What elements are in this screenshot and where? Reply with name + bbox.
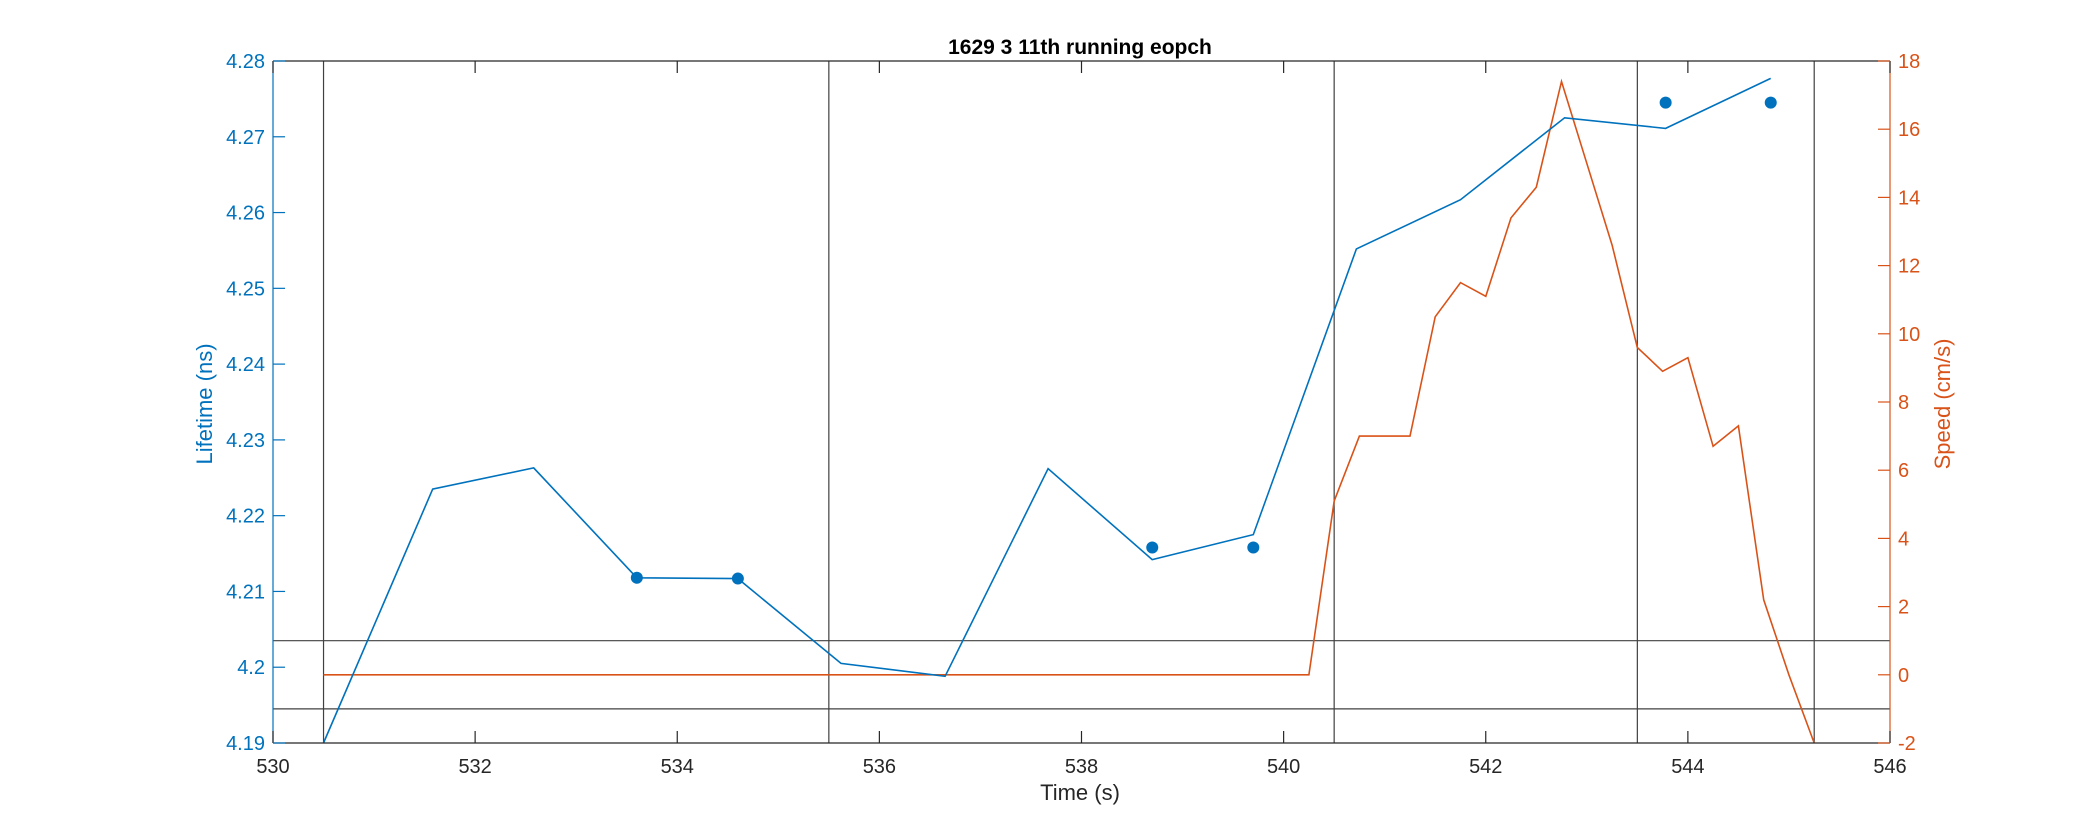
left-tick-label: 4.19 — [226, 733, 265, 755]
x-axis-label: Time (s) — [1040, 780, 1120, 805]
lifetime-point — [1764, 96, 1777, 109]
right-tick-label: 0 — [1898, 665, 1909, 687]
left-tick-label: 4.22 — [226, 506, 265, 528]
right-tick-label: 12 — [1898, 256, 1920, 278]
left-tick-label: 4.26 — [226, 203, 265, 225]
x-tick-label: 540 — [1267, 756, 1300, 778]
left-axis-label: Lifetime (ns) — [192, 343, 217, 464]
lifetime-point — [731, 572, 744, 585]
left-tick-label: 4.25 — [226, 278, 265, 300]
left-tick-label: 4.23 — [226, 430, 265, 452]
right-tick-label: 2 — [1898, 597, 1909, 619]
x-tick-label: 538 — [1065, 756, 1098, 778]
axes: 530 532 534 536 538 540 542 544 546 4.19 4.2 4.21 4.… — [226, 51, 1920, 778]
right-tick-label: 18 — [1898, 51, 1920, 73]
left-tick-label: 4.24 — [226, 354, 265, 376]
x-tick-label: 542 — [1469, 756, 1502, 778]
right-tick-label: 14 — [1898, 187, 1920, 209]
right-tick-label: 8 — [1898, 392, 1909, 414]
reference-lines — [273, 61, 1890, 743]
right-tick-label: -2 — [1898, 733, 1916, 755]
lifetime-point — [1247, 541, 1260, 554]
lifetime-point — [630, 571, 643, 584]
chart-title: 1629 3 11th running eopch — [948, 36, 1212, 59]
left-tick-label: 4.28 — [226, 51, 265, 73]
lifetime-series — [322, 77, 1777, 744]
right-tick-label: 16 — [1898, 119, 1920, 141]
x-tick-label: 532 — [458, 756, 491, 778]
speed-line — [323, 78, 1815, 744]
left-tick-label: 4.2 — [237, 657, 265, 679]
right-tick-label: 4 — [1898, 528, 1909, 550]
lifetime-point — [1659, 96, 1672, 109]
x-tick-label: 534 — [661, 756, 694, 778]
x-tick-label: 544 — [1671, 756, 1704, 778]
right-axis-label: Speed (cm/s) — [1930, 339, 1955, 470]
left-tick-label: 4.21 — [226, 581, 265, 603]
x-tick-label: 530 — [256, 756, 289, 778]
lifetime-point — [1146, 541, 1159, 554]
lifetime-line — [322, 77, 1772, 744]
x-tick-label: 536 — [863, 756, 896, 778]
left-tick-label: 4.27 — [226, 127, 265, 149]
x-tick-label: 546 — [1873, 756, 1906, 778]
speed-series — [323, 78, 1815, 744]
right-tick-label: 6 — [1898, 460, 1909, 482]
right-tick-label: 10 — [1898, 324, 1920, 346]
